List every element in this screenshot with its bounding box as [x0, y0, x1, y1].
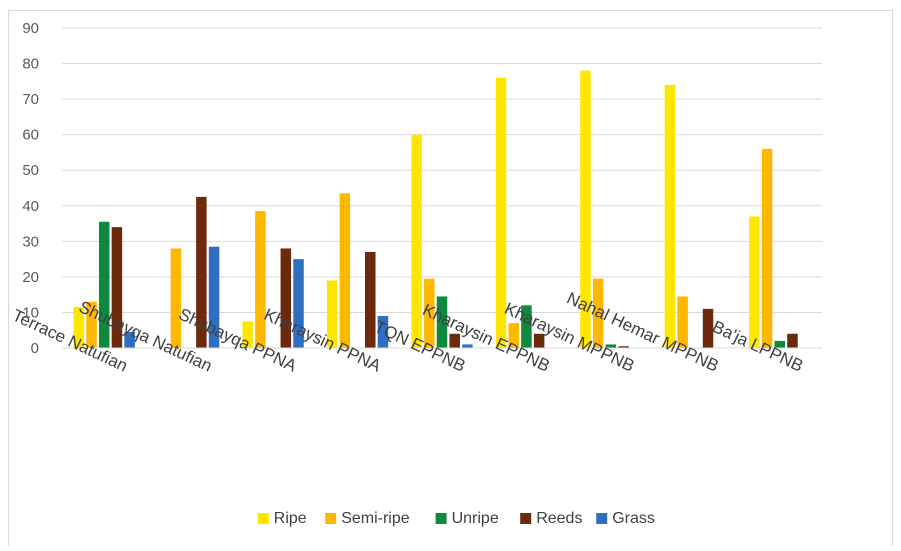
bar-semi-ripe [592, 278, 604, 348]
bar-unripe [98, 221, 110, 348]
y-tick-label: 60 [22, 127, 39, 144]
bar-ripe [495, 77, 507, 349]
legend-label: Semi-ripe [341, 510, 410, 527]
y-tick-label: 70 [22, 91, 39, 108]
bar-semi-ripe [170, 248, 182, 348]
bar-ripe [242, 321, 253, 348]
bar-semi-ripe [424, 278, 435, 348]
y-tick-label: 0 [31, 340, 39, 357]
bar-grass [208, 246, 220, 348]
legend-swatch [325, 513, 337, 524]
y-tick-label: 80 [22, 56, 39, 73]
bar-semi-ripe [339, 193, 351, 348]
chart-frame: 0 10 20 30 40 50 60 70 80 90 Hayonim Terrace Natu… [8, 10, 893, 546]
y-axis-ticks: 0 10 20 30 40 50 60 70 80 90 [22, 20, 39, 357]
bar-semi-ripe [508, 323, 519, 348]
bar-reeds [787, 333, 798, 348]
bar-unripe [521, 305, 532, 348]
bar-reeds [196, 196, 207, 348]
bar-unripe [605, 344, 617, 348]
y-tick-label: 20 [22, 269, 39, 286]
y-tick-label: 10 [22, 304, 39, 321]
bar-ripe [664, 84, 676, 348]
bar-reeds [702, 308, 714, 348]
bar-unripe [774, 340, 786, 348]
y-tick-label: 50 [22, 162, 39, 179]
legend-label: Ripe [274, 510, 307, 527]
y-tick-label: 30 [22, 233, 39, 250]
bar-reeds [280, 248, 292, 348]
bar-ripe [73, 307, 85, 348]
bar-unripe [436, 296, 448, 348]
bar-reeds [618, 346, 629, 348]
bar-grass [377, 316, 389, 348]
bar-reeds [365, 252, 376, 348]
legend-swatch [520, 513, 532, 524]
legend-swatch [257, 513, 269, 524]
bar-reeds [449, 333, 460, 348]
bar-semi-ripe [255, 211, 266, 348]
bars [73, 70, 798, 349]
bar-reeds [533, 333, 545, 348]
bar-ripe [326, 280, 338, 348]
bar-reeds [111, 227, 123, 348]
legend-label: Grass [612, 510, 655, 527]
gridlines [62, 27, 822, 313]
bar-semi-ripe [761, 148, 773, 348]
legend-label: Unripe [452, 510, 499, 527]
bar-grass [293, 259, 304, 348]
bar-grass [462, 344, 473, 348]
bar-semi-ripe [677, 296, 688, 348]
legend: Ripe Semi-ripe Unripe Reeds Grass [257, 510, 655, 527]
y-tick-label: 90 [22, 20, 39, 37]
bar-ripe [749, 216, 760, 348]
bar-ripe [411, 134, 422, 348]
legend-swatch [596, 513, 608, 524]
legend-label: Reeds [536, 510, 582, 527]
y-tick-label: 40 [22, 198, 39, 215]
bar-grass [124, 332, 135, 348]
bar-semi-ripe [86, 301, 97, 348]
bar-ripe [580, 70, 591, 348]
legend-swatch [435, 513, 447, 524]
